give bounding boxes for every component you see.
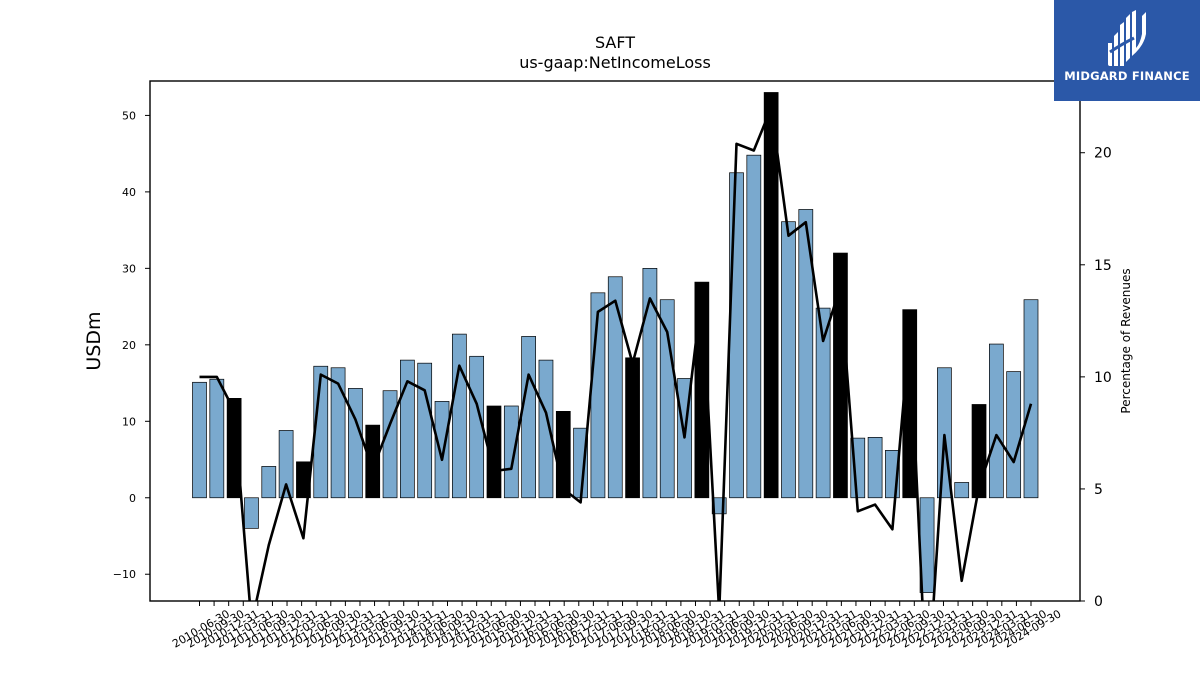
bar (625, 357, 640, 499)
percentage-line (199, 106, 1033, 601)
bar (226, 398, 242, 499)
bar (417, 362, 433, 499)
plot-area: −1001020304050051015202010-06-302010-09-… (113, 92, 1112, 651)
chart-subtitle: us-gaap:NetIncomeLoss (519, 53, 711, 72)
midgard-finance-logo: MIDGARD FINANCE (1054, 0, 1200, 101)
bar (798, 209, 814, 499)
bar (278, 430, 294, 499)
bar (746, 154, 762, 499)
bar (607, 276, 623, 499)
bar (954, 482, 970, 499)
bar (451, 333, 467, 499)
y-tick-label: 50 (122, 109, 136, 122)
chart-title: SAFT (595, 33, 635, 52)
bar (538, 359, 554, 499)
bar (781, 221, 796, 499)
y-tick-label: 40 (122, 186, 136, 199)
bar (348, 388, 363, 499)
y2-tick-label: 15 (1094, 258, 1112, 274)
bar (365, 424, 381, 499)
bar (521, 336, 536, 499)
y-tick-label: 30 (122, 262, 136, 275)
y-tick-label: −10 (113, 568, 136, 581)
y2-axis-label: Percentage of Revenues (1119, 268, 1133, 413)
y-tick-label: 0 (129, 492, 136, 505)
bar (192, 381, 207, 499)
y-axis-label: USDm (83, 311, 105, 370)
y2-tick-label: 5 (1094, 482, 1103, 498)
bar (867, 437, 883, 499)
bar (763, 92, 779, 499)
bar (244, 497, 259, 529)
y-tick-label: 10 (122, 415, 136, 428)
bar (486, 405, 502, 499)
bar (642, 268, 658, 499)
bar (382, 390, 398, 499)
bar (1023, 299, 1039, 499)
bar (815, 307, 831, 499)
bar (261, 466, 277, 499)
y2-tick-label: 0 (1094, 594, 1103, 610)
bar (434, 401, 450, 499)
bar (330, 367, 346, 499)
logo-text: MIDGARD FINANCE (1064, 69, 1190, 83)
plot-frame (149, 80, 1081, 602)
bar (503, 405, 519, 499)
bar (729, 172, 744, 499)
y2-tick-label: 20 (1094, 146, 1112, 162)
bar (209, 378, 225, 499)
y-tick-label: 20 (122, 339, 136, 352)
bar (1006, 371, 1022, 499)
bar (400, 359, 415, 499)
y2-tick-label: 10 (1094, 370, 1112, 386)
bar (989, 343, 1004, 499)
midgard-logo-icon (1108, 10, 1146, 66)
